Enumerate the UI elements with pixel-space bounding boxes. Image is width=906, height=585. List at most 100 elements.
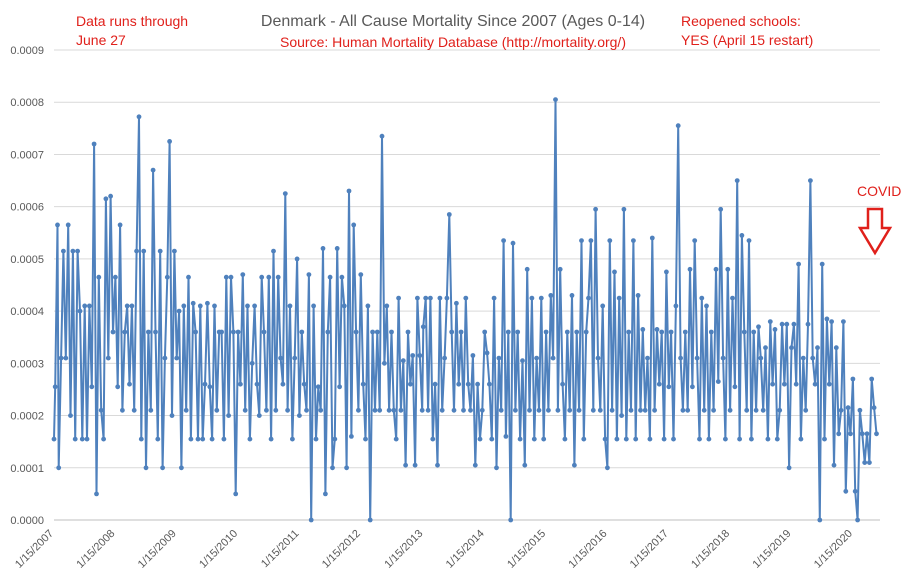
- data-point: [664, 269, 669, 275]
- data-point: [741, 329, 747, 335]
- data-point: [332, 436, 338, 442]
- data-point: [652, 407, 657, 413]
- data-point: [692, 238, 698, 244]
- x-tick-label: 1/15/2020: [812, 528, 855, 571]
- data-point: [746, 238, 752, 244]
- data-point: [654, 327, 660, 332]
- data-point: [280, 381, 286, 387]
- data-point: [517, 436, 523, 442]
- data-point: [285, 407, 290, 413]
- data-point: [515, 329, 521, 335]
- data-point: [174, 355, 180, 361]
- data-point: [117, 222, 123, 228]
- data-point: [386, 407, 392, 413]
- data-point: [800, 355, 806, 361]
- data-point: [256, 413, 262, 418]
- data-point: [365, 303, 371, 309]
- data-point: [259, 274, 265, 280]
- data-point: [808, 178, 813, 184]
- data-point: [254, 381, 260, 387]
- data-point: [461, 407, 466, 413]
- data-point: [442, 355, 447, 361]
- data-point: [841, 319, 846, 324]
- x-tick-label: 1/15/2019: [751, 528, 794, 571]
- data-point: [727, 407, 733, 413]
- data-point: [209, 436, 215, 442]
- data-point: [843, 488, 849, 494]
- data-point: [339, 274, 345, 280]
- data-point: [425, 407, 431, 413]
- data-point: [351, 222, 357, 228]
- data-point: [734, 178, 740, 184]
- data-point: [836, 431, 842, 437]
- data-point: [855, 517, 860, 523]
- data-point: [796, 261, 801, 267]
- data-point: [98, 407, 104, 413]
- y-tick-label: 0.0005: [10, 254, 44, 266]
- data-point: [349, 434, 354, 439]
- data-point: [833, 345, 839, 351]
- data-point: [420, 324, 426, 330]
- data-point: [190, 300, 196, 306]
- data-point: [108, 193, 113, 199]
- data-point: [852, 488, 858, 494]
- data-point: [282, 191, 288, 197]
- data-point: [730, 295, 735, 301]
- data-point: [557, 266, 563, 272]
- data-point: [363, 436, 368, 442]
- data-point: [221, 436, 227, 442]
- data-point: [341, 303, 347, 309]
- data-point: [590, 407, 596, 413]
- data-point: [70, 248, 76, 254]
- data-point: [623, 436, 629, 442]
- data-point: [68, 413, 73, 418]
- data-point: [58, 355, 64, 361]
- data-point: [635, 293, 641, 298]
- data-point: [579, 238, 584, 244]
- data-point: [680, 407, 686, 413]
- data-point: [562, 436, 568, 442]
- data-point: [723, 436, 728, 442]
- data-point: [346, 188, 352, 194]
- data-point: [264, 407, 269, 413]
- data-point: [240, 272, 246, 277]
- data-point: [428, 295, 433, 301]
- data-point: [153, 329, 158, 335]
- data-point: [169, 413, 175, 418]
- data-point: [408, 381, 413, 387]
- data-point: [767, 319, 773, 324]
- data-point: [160, 465, 166, 471]
- data-point: [619, 413, 624, 418]
- data-point: [437, 295, 443, 301]
- data-point: [871, 405, 877, 411]
- data-point: [113, 274, 118, 280]
- data-point: [308, 517, 314, 523]
- data-point: [503, 434, 509, 439]
- data-point: [124, 303, 130, 309]
- data-point: [63, 355, 69, 361]
- data-point: [505, 329, 511, 335]
- data-point: [382, 360, 387, 366]
- data-point: [647, 436, 653, 442]
- data-point: [412, 462, 418, 468]
- data-point: [235, 329, 241, 335]
- data-point: [803, 407, 809, 413]
- data-point: [181, 303, 187, 309]
- data-point: [513, 407, 518, 413]
- data-point: [633, 436, 639, 442]
- data-point: [330, 465, 335, 471]
- data-point: [379, 133, 385, 139]
- data-point: [597, 407, 603, 413]
- data-point: [753, 407, 759, 413]
- data-point: [697, 436, 702, 442]
- data-point: [105, 355, 111, 361]
- data-point: [299, 329, 305, 335]
- data-point: [751, 329, 757, 335]
- data-point: [193, 329, 199, 335]
- data-point: [661, 436, 667, 442]
- data-point: [261, 329, 267, 335]
- data-point: [631, 238, 636, 244]
- data-point: [287, 303, 293, 309]
- data-point: [543, 329, 549, 335]
- data-point: [793, 381, 799, 387]
